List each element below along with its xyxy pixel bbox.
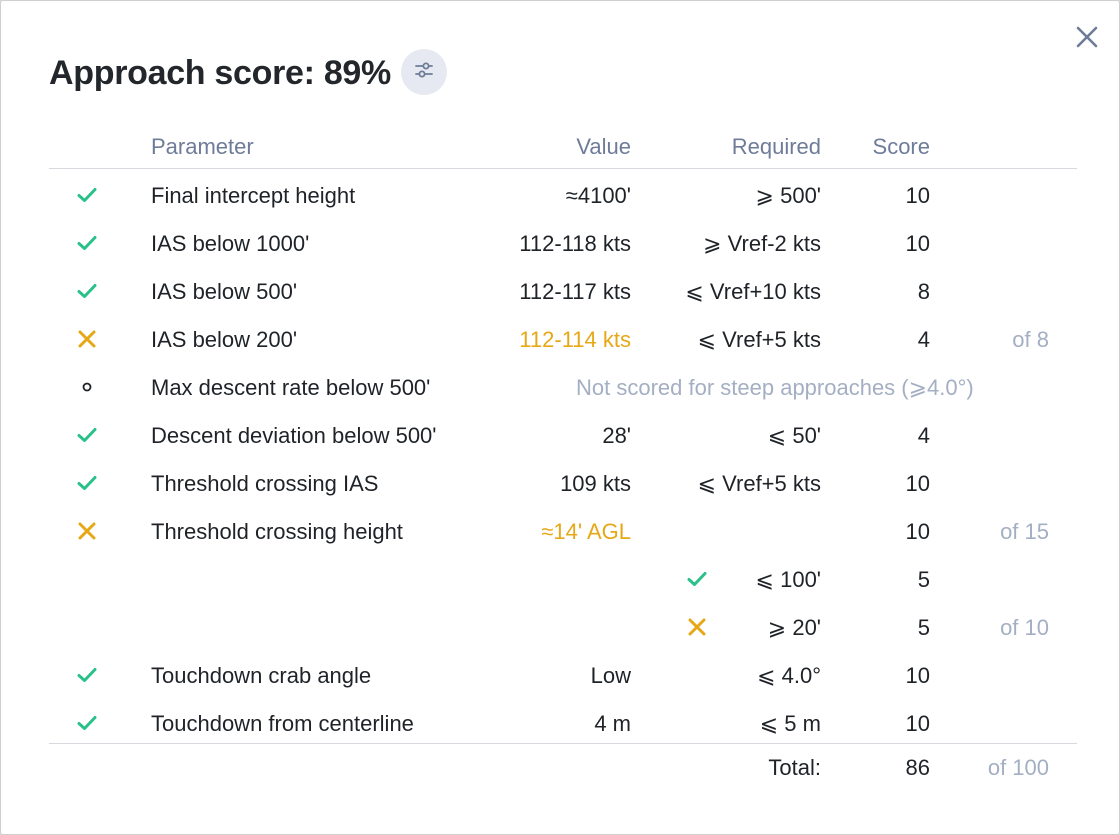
score-cell: 5: [917, 615, 930, 640]
value-cell: 4 m: [594, 711, 631, 736]
table-row: Max descent rate below 500' Not scored fo…: [1, 363, 1119, 411]
parameter-cell: Touchdown crab angle: [151, 663, 372, 688]
check-icon: [75, 663, 99, 687]
value-cell: Low: [590, 663, 631, 688]
score-cell: 10: [905, 711, 930, 736]
score-cell: 10: [905, 471, 930, 496]
required-cell: ⩽ 100': [755, 567, 821, 592]
sub-row: ⩽ 100' 5: [1, 555, 1119, 603]
score-cell: 10: [905, 663, 930, 688]
total-score: 86: [905, 755, 930, 780]
check-icon: [75, 423, 99, 447]
table-row: Touchdown crab angle Low ⩽ 4.0° 10: [1, 651, 1119, 699]
score-cell: 8: [917, 279, 930, 304]
score-max-cell: of 10: [1000, 615, 1049, 640]
required-cell: ⩽ 5 m: [759, 711, 821, 736]
required-cell: ⩾ 20': [767, 615, 821, 640]
required-cell: ⩽ Vref+5 kts: [697, 327, 821, 352]
header-divider: [49, 168, 1077, 169]
value-cell: 28': [602, 423, 631, 448]
close-icon[interactable]: [1073, 23, 1101, 51]
circle-icon: [75, 375, 99, 399]
parameter-cell: Descent deviation below 500': [151, 423, 437, 448]
required-cell: ⩽ Vref+5 kts: [697, 471, 821, 496]
value-cell: 109 kts: [560, 471, 631, 496]
total-label: Total:: [768, 755, 821, 780]
total-divider: [49, 743, 1077, 744]
table-row: Descent deviation below 500' 28' ⩽ 50' 4: [1, 411, 1119, 459]
check-icon: [685, 567, 709, 591]
required-cell: ⩾ Vref-2 kts: [703, 231, 821, 256]
score-cell: 5: [917, 567, 930, 592]
score-cell: 10: [905, 231, 930, 256]
parameter-cell: IAS below 500': [151, 279, 298, 304]
score-cell: 10: [905, 519, 930, 544]
total-row: Total: 86 of 100: [1, 743, 1119, 791]
required-cell: ⩽ 4.0°: [757, 663, 821, 688]
value-cell: 112-118 kts: [519, 231, 631, 256]
check-icon: [75, 711, 99, 735]
required-cell: ⩽ Vref+10 kts: [685, 279, 821, 304]
parameter-cell: Touchdown from centerline: [151, 711, 414, 736]
table-row: Threshold crossing height ≈14' AGL 10 of 15: [1, 507, 1119, 555]
table-row: IAS below 500' 112-117 kts ⩽ Vref+10 kts 8: [1, 267, 1119, 315]
table-row: Final intercept height ≈4100' ⩾ 500' 10: [1, 171, 1119, 219]
dialog-title: Approach score: 89%: [49, 54, 391, 92]
parameter-cell: Threshold crossing height: [151, 519, 403, 544]
table-row: IAS below 200' 112-114 kts ⩽ Vref+5 kts 4 of…: [1, 315, 1119, 363]
score-max-cell: of 8: [1012, 327, 1049, 352]
value-cell: ≈14' AGL: [541, 519, 631, 544]
value-cell: ≈4100': [565, 183, 631, 208]
score-cell: 4: [917, 423, 930, 448]
header-score: Score: [872, 134, 930, 159]
settings-button[interactable]: [401, 49, 447, 95]
parameter-cell: Max descent rate below 500': [151, 375, 431, 400]
required-cell: ⩾ 500': [755, 183, 821, 208]
check-icon: [75, 279, 99, 303]
value-cell: 112-114 kts: [519, 327, 631, 352]
score-cell: 4: [917, 327, 930, 352]
score-max-cell: of 15: [1000, 519, 1049, 544]
parameter-cell: IAS below 200': [151, 327, 298, 352]
header-required: Required: [731, 134, 821, 159]
parameter-cell: Final intercept height: [151, 183, 356, 208]
table-row: IAS below 1000' 112-118 kts ⩾ Vref-2 kts 10: [1, 219, 1119, 267]
cross-icon: [75, 519, 99, 543]
check-icon: [75, 231, 99, 255]
total-of: of 100: [987, 755, 1049, 780]
required-cell: ⩽ 50': [767, 423, 821, 448]
check-icon: [75, 183, 99, 207]
value-cell: 112-117 kts: [519, 279, 631, 304]
header-value: Value: [576, 134, 631, 159]
header-parameter: Parameter: [151, 134, 254, 159]
cross-icon: [75, 327, 99, 351]
parameter-cell: IAS below 1000': [151, 231, 310, 256]
check-icon: [75, 471, 99, 495]
sub-row: ⩾ 20' 5 of 10: [1, 603, 1119, 651]
sliders-icon: [413, 59, 435, 86]
parameter-cell: Threshold crossing IAS: [151, 471, 379, 496]
not-scored-note: Not scored for steep approaches (⩾4.0°): [576, 375, 974, 400]
table-row: Threshold crossing IAS 109 kts ⩽ Vref+5 kt…: [1, 459, 1119, 507]
score-cell: 10: [905, 183, 930, 208]
table-row: Touchdown from centerline 4 m ⩽ 5 m 10: [1, 699, 1119, 747]
cross-icon: [685, 615, 709, 639]
